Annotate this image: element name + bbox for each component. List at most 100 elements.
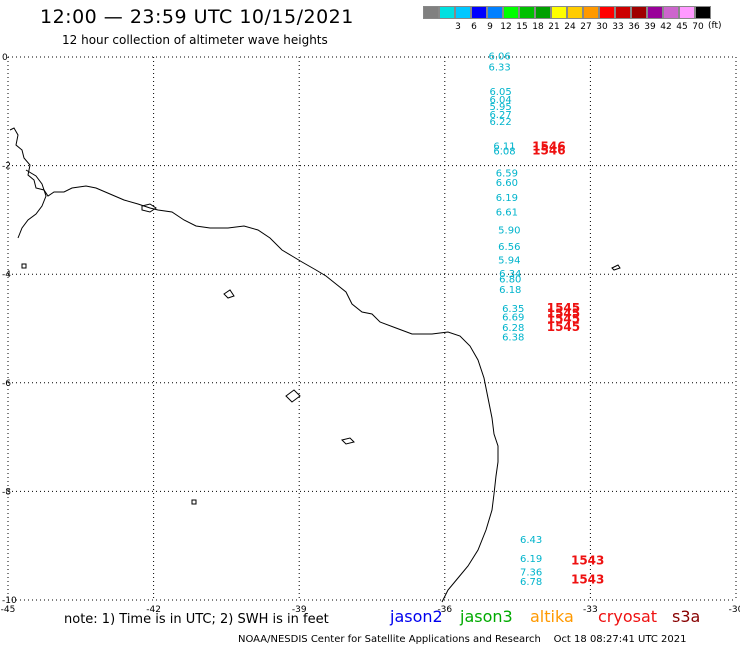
mission-altika: altika xyxy=(530,607,574,626)
jason3-reading: 6.43 xyxy=(520,535,542,546)
axis-ticks: -45 -42 -39 -36 -33 -30 0 -2 -4 -6 -8 -10 xyxy=(1,53,740,615)
jason3-reading: 6.59 xyxy=(496,168,518,179)
jason3-reading: 6.19 xyxy=(496,193,518,204)
coastline-brazil xyxy=(9,127,499,603)
jason3-reading: 6.69 xyxy=(502,312,524,323)
jason3-reading: 6.56 xyxy=(498,242,520,253)
coastline xyxy=(9,127,621,603)
coastline-inlet xyxy=(17,169,47,239)
legend-label: 27 xyxy=(580,22,592,32)
x-tick-label: -42 xyxy=(146,605,161,615)
color-legend: 3 6 9 12 15 18 21 24 27 30 33 36 39 42 45 70 (ft) xyxy=(423,6,722,32)
legend-label: 39 xyxy=(644,22,656,32)
jason3-reading: 6.04 xyxy=(489,95,511,106)
jason3-reading: 6.38 xyxy=(502,332,524,343)
mission-cryosat: cryosat xyxy=(598,607,658,626)
legend-swatch: 24 xyxy=(551,6,576,32)
x-tick-label: -45 xyxy=(1,605,16,615)
jason3-reading: 6.08 xyxy=(493,147,515,158)
jason3-reading: 6.05 xyxy=(489,87,511,98)
legend-label: 42 xyxy=(660,22,672,32)
cryosat-reading: 1543 xyxy=(571,573,604,587)
legend-label: 12 xyxy=(500,22,512,32)
legend-label: 45 xyxy=(676,22,688,32)
legend-swatch: 6 xyxy=(455,6,477,32)
island-1 xyxy=(223,289,235,299)
map-subtitle: 12 hour collection of altimeter wave hei… xyxy=(62,33,328,47)
footer-credit: NOAA/NESDIS Center for Satellite Applica… xyxy=(238,634,687,645)
legend-label: 33 xyxy=(612,22,624,32)
cryosat-reading: 1545 xyxy=(547,307,580,321)
legend-swatch xyxy=(695,6,711,19)
cryosat-reading: 1546 xyxy=(532,139,565,153)
y-tick-label: -2 xyxy=(2,162,11,172)
y-tick-label: -4 xyxy=(2,270,11,280)
legend-swatch: 15 xyxy=(503,6,528,32)
jason3-reading: 6.27 xyxy=(489,110,511,121)
island-6 xyxy=(21,263,27,269)
island-3 xyxy=(341,437,355,445)
jason3-reading: 6.11 xyxy=(493,141,515,152)
legend-units: (ft) xyxy=(708,21,722,31)
legend-swatch: 30 xyxy=(583,6,608,32)
jason3-reading: 5.90 xyxy=(498,225,520,236)
legend-swatch: 33 xyxy=(599,6,624,32)
cryosat-reading: 1546 xyxy=(532,144,565,158)
legend-swatch: 21 xyxy=(535,6,560,32)
map-title: 12:00 — 23:59 UTC 10/15/2021 xyxy=(40,6,354,28)
jason3-reading: 6.33 xyxy=(488,63,510,74)
legend-label: 15 xyxy=(516,22,528,32)
mission-jason3: jason3 xyxy=(460,607,513,626)
island-5 xyxy=(611,264,621,271)
cryosat-reading: 1545 xyxy=(547,320,580,334)
legend-label: 70 xyxy=(692,22,704,32)
units-note: note: 1) Time is in UTC; 2) SWH is in fe… xyxy=(64,612,329,627)
jason3-reading: 5.94 xyxy=(498,255,520,266)
island-2 xyxy=(285,389,301,403)
jason3-reading: 6.06 xyxy=(488,52,510,63)
x-tick-label: -36 xyxy=(437,605,452,615)
cryosat-reading: 1545 xyxy=(547,301,580,315)
legend-swatch: 18 xyxy=(519,6,544,32)
x-tick-label: -33 xyxy=(583,605,598,615)
legend-swatch: 3 xyxy=(439,6,461,32)
legend-swatch: 39 xyxy=(631,6,656,32)
cryosat-reading: 1545 xyxy=(547,312,580,326)
x-tick-label: -30 xyxy=(729,605,740,615)
jason3-reading: 6.19 xyxy=(520,554,542,565)
legend-swatch: 36 xyxy=(615,6,640,32)
y-tick-label: 0 xyxy=(2,53,8,63)
mission-jason2: jason2 xyxy=(390,607,443,626)
island-north xyxy=(141,203,157,213)
jason3-reading: 6.22 xyxy=(489,117,511,128)
satellite-tracks: 6.066.33 6.056.045.956.276.22 6.116.08 6.59… xyxy=(488,52,604,588)
legend-label: 30 xyxy=(596,22,608,32)
legend-swatch: 45 xyxy=(663,6,688,32)
y-tick-label: -6 xyxy=(2,379,11,389)
legend-label: 36 xyxy=(628,22,640,32)
jason3-reading: 6.34 xyxy=(499,269,521,280)
jason3-reading: 7.36 xyxy=(520,568,542,579)
legend-label: 3 xyxy=(455,22,461,32)
island-4 xyxy=(191,499,197,505)
cryosat-reading: 1543 xyxy=(571,554,604,568)
y-tick-label: -10 xyxy=(2,596,17,606)
jason3-reading: 5.95 xyxy=(489,102,511,113)
legend-swatch: 42 xyxy=(647,6,672,32)
jason3-reading: 6.35 xyxy=(502,304,524,315)
legend-label: 21 xyxy=(548,22,560,32)
legend-swatch: 70 xyxy=(679,6,704,32)
mission-s3a: s3a xyxy=(672,607,701,626)
legend-swatch: 12 xyxy=(487,6,512,32)
legend-label: 24 xyxy=(564,22,576,32)
legend-label: 9 xyxy=(487,22,493,32)
legend-label: 18 xyxy=(532,22,544,32)
jason3-reading: 6.18 xyxy=(499,285,521,296)
jason3-reading: 6.61 xyxy=(496,208,518,219)
jason3-reading: 6.28 xyxy=(502,323,524,334)
legend-label: 6 xyxy=(471,22,477,32)
jason3-reading: 6.78 xyxy=(520,577,542,588)
graticule xyxy=(7,56,737,601)
y-tick-label: -8 xyxy=(2,487,11,497)
